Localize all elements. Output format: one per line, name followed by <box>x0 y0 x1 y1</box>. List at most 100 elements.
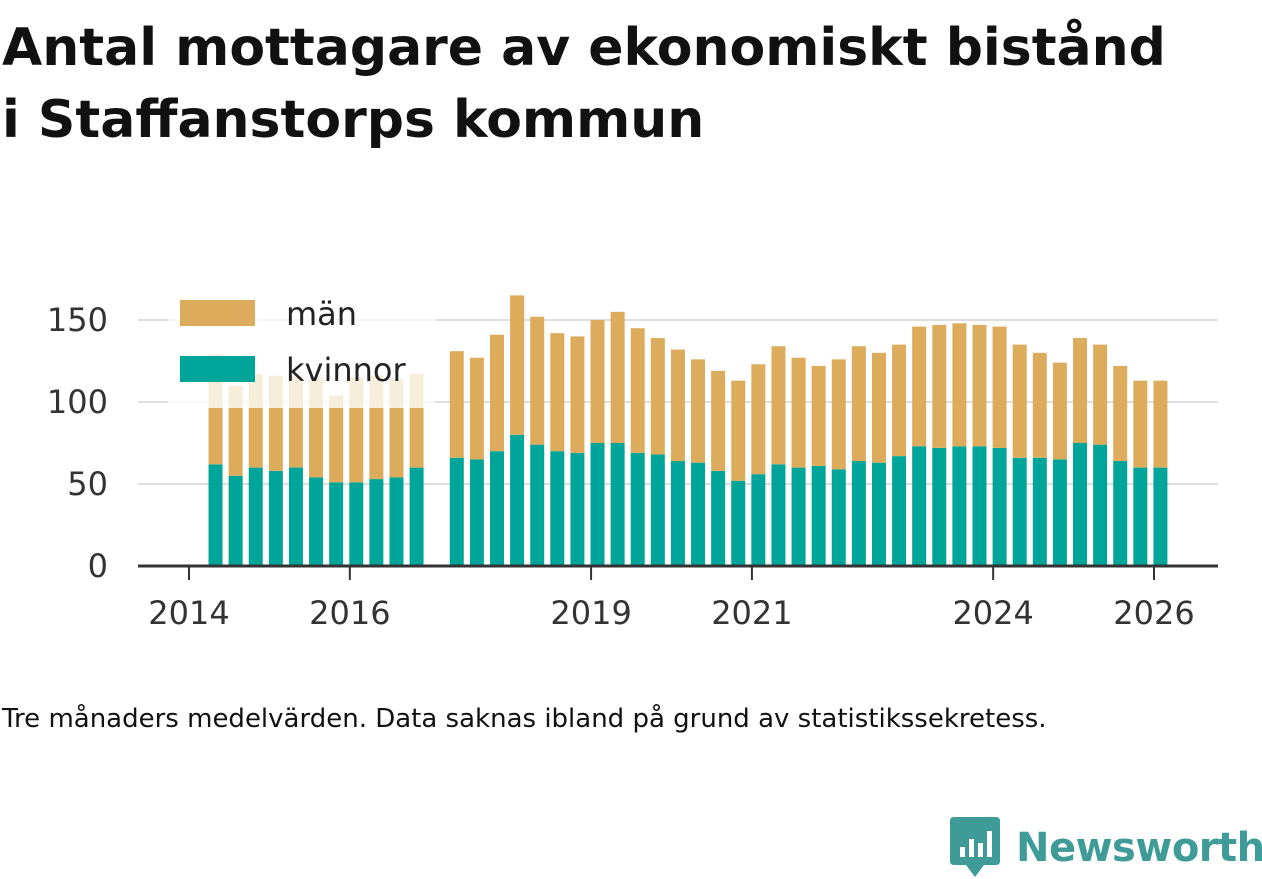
bar-kvinnor <box>208 464 223 566</box>
bars <box>208 295 1168 566</box>
bar-man <box>670 349 685 462</box>
bar-kvinnor <box>992 447 1007 566</box>
bar-man <box>851 346 866 462</box>
bar-kvinnor <box>912 446 927 566</box>
bar-man <box>1093 344 1108 445</box>
x-tick-label: 2016 <box>309 594 390 632</box>
chart-title: Antal mottagare av ekonomiskt bistånd i … <box>2 12 1257 156</box>
brand-logo: Newsworthy <box>950 817 1262 878</box>
bar-man <box>449 351 464 458</box>
bar-kvinnor <box>409 467 424 566</box>
bar-man <box>630 328 645 453</box>
bar-man <box>1153 380 1168 468</box>
bar-kvinnor <box>831 469 846 566</box>
bar-man <box>992 326 1007 448</box>
bar-man <box>469 357 484 460</box>
bar-man <box>590 320 605 443</box>
bar-kvinnor <box>369 479 384 566</box>
legend-label-man: män <box>286 295 357 333</box>
bar-kvinnor <box>1012 457 1027 566</box>
bar-kvinnor <box>449 457 464 566</box>
legend-swatch-kvinnor <box>180 356 255 382</box>
bar-man <box>711 370 726 471</box>
bar-kvinnor <box>228 475 243 566</box>
bar-kvinnor <box>751 474 766 566</box>
bar-kvinnor <box>932 447 947 566</box>
bar-man <box>1032 352 1047 458</box>
bar-kvinnor <box>952 446 967 566</box>
bar-kvinnor <box>1113 461 1128 566</box>
bar-man <box>1133 380 1148 468</box>
bar-kvinnor <box>550 451 565 566</box>
bar-man <box>510 295 525 435</box>
legend: män kvinnor <box>168 288 435 408</box>
x-tick-label: 2026 <box>1113 594 1194 632</box>
bar-man <box>791 357 806 468</box>
bar-kvinnor <box>489 451 504 566</box>
x-tick-label: 2019 <box>550 594 631 632</box>
legend-swatch-man <box>180 300 255 326</box>
bar-man <box>650 338 665 455</box>
bar-kvinnor <box>771 464 786 566</box>
bar-man <box>771 346 786 465</box>
bar-kvinnor <box>288 467 303 566</box>
bar-man <box>972 324 987 447</box>
bar-kvinnor <box>530 444 545 566</box>
bar-kvinnor <box>248 467 263 566</box>
bar-kvinnor <box>650 454 665 566</box>
bar-man <box>329 395 344 483</box>
bar-kvinnor <box>1153 467 1168 566</box>
legend-label-kvinnor: kvinnor <box>286 351 407 389</box>
bar-kvinnor <box>791 467 806 566</box>
bar-kvinnor <box>972 446 987 566</box>
brand-name: Newsworthy <box>1016 825 1262 871</box>
y-tick-label: 150 <box>47 301 108 339</box>
y-tick-label: 50 <box>67 465 108 503</box>
x-tick-label: 2024 <box>952 594 1033 632</box>
bar-kvinnor <box>510 434 525 566</box>
y-tick-label: 0 <box>88 547 108 585</box>
bar-kvinnor <box>670 461 685 566</box>
bar-kvinnor <box>1032 457 1047 566</box>
bar-man <box>912 326 927 447</box>
y-tick-label: 100 <box>47 383 108 421</box>
bar-kvinnor <box>469 459 484 566</box>
x-tick-label: 2021 <box>711 594 792 632</box>
bar-kvinnor <box>1133 467 1148 566</box>
bar-kvinnor <box>892 456 907 566</box>
bar-man <box>1052 362 1067 460</box>
stacked-bar-chart: män kvinnor 0 50 100 150 2014 2016 2019 2021 202… <box>46 288 1218 632</box>
bar-kvinnor <box>349 482 364 566</box>
bar-kvinnor <box>268 470 283 566</box>
bar-man <box>1012 344 1027 458</box>
bar-man <box>952 323 967 447</box>
chart-title-line-1: Antal mottagare av ekonomiskt bistånd <box>2 18 1166 78</box>
bar-kvinnor <box>1093 444 1108 566</box>
chart-title-line-2: i Staffanstorps kommun <box>2 90 705 150</box>
bar-kvinnor <box>610 443 625 566</box>
bar-man <box>489 334 504 452</box>
bar-kvinnor <box>811 465 826 566</box>
bar-man <box>691 359 706 463</box>
bar-kvinnor <box>309 477 324 566</box>
bar-kvinnor <box>630 452 645 566</box>
bar-kvinnor <box>711 470 726 566</box>
footnote: Tre månaders medelvärden. Data saknas ib… <box>2 704 1047 734</box>
bar-man <box>1113 365 1128 462</box>
bar-kvinnor <box>1052 459 1067 566</box>
bar-kvinnor <box>691 462 706 566</box>
bar-kvinnor <box>1073 443 1088 566</box>
bar-man <box>731 380 746 481</box>
bar-man <box>550 333 565 452</box>
bar-kvinnor <box>731 480 746 566</box>
bar-kvinnor <box>871 462 886 566</box>
bar-kvinnor <box>389 477 404 566</box>
bar-man <box>751 364 766 475</box>
axes: 0 50 100 150 2014 2016 2019 2021 2024 2026 <box>47 301 1218 632</box>
newsworthy-logo-icon <box>950 817 1000 877</box>
bar-man <box>570 336 585 453</box>
bar-man <box>228 385 243 476</box>
x-tick-label: 2014 <box>148 594 229 632</box>
bar-kvinnor <box>590 443 605 566</box>
bar-man <box>530 316 545 445</box>
